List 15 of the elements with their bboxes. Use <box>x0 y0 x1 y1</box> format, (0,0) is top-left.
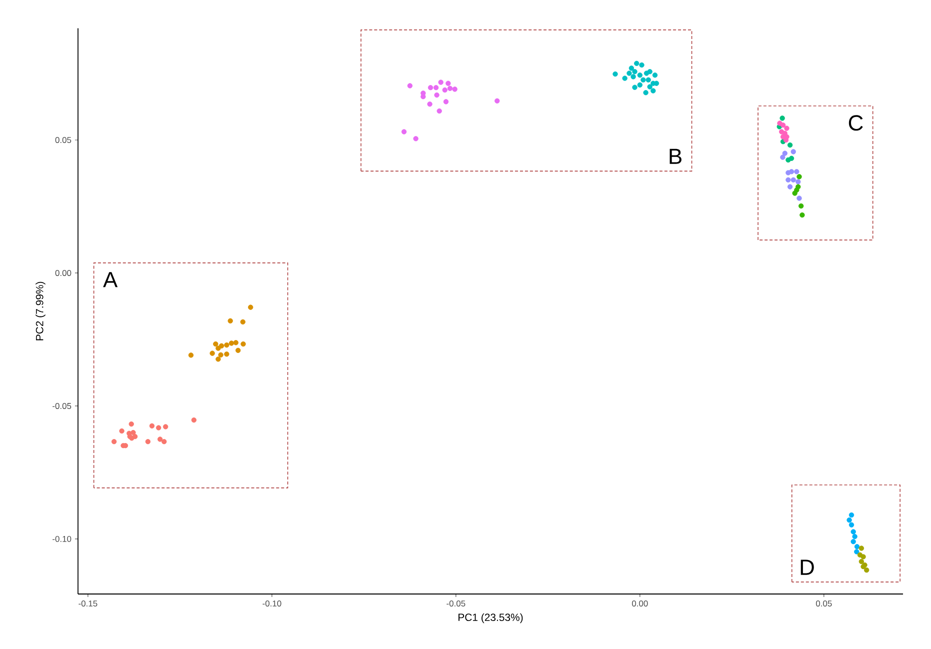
x-axis-title: PC1 (23.53%) <box>458 613 523 624</box>
x-tick-label: 0.00 <box>632 600 648 606</box>
x-tick-label: -0.15 <box>78 600 98 606</box>
y-tick-label: -0.05 <box>52 402 72 409</box>
x-tick-label: -0.10 <box>262 600 282 606</box>
annotation: C <box>848 115 863 131</box>
annotation: B <box>670 148 682 164</box>
x-tick-label: -0.05 <box>446 600 466 606</box>
y-tick-label: 0.05 <box>55 137 72 143</box>
y-tick-label: -0.10 <box>52 536 72 542</box>
y-tick-label: 0.00 <box>55 270 72 276</box>
annotation: A <box>103 272 118 288</box>
x-tick-label: 0.05 <box>816 600 832 606</box>
y-axis-title: PC2 (7.99%) <box>36 282 46 340</box>
annotation: D <box>800 560 814 575</box>
